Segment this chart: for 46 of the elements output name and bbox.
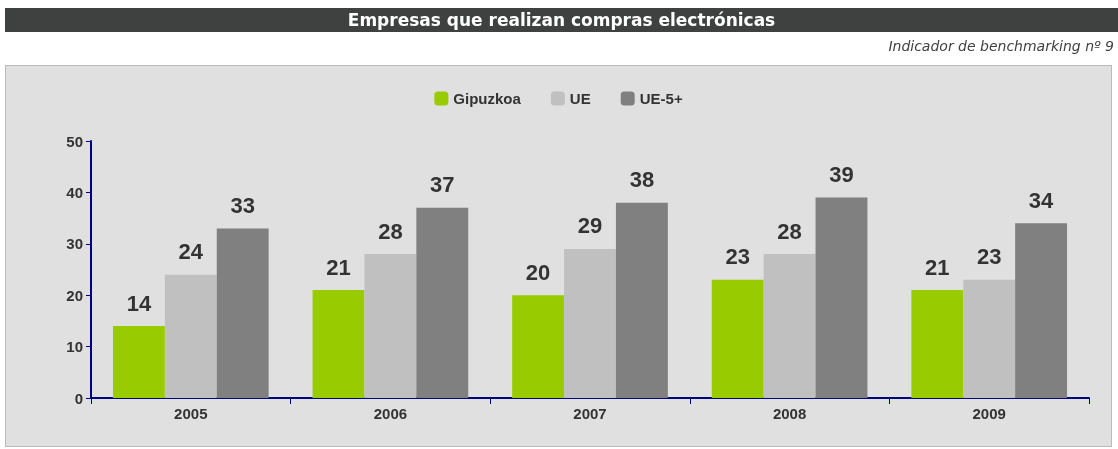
y-tick-label: 10 [66,338,83,356]
bar [815,197,868,398]
legend-label: Gipuzkoa [453,90,522,107]
x-tick-label: 2008 [772,405,807,422]
data-label: 24 [178,239,204,265]
data-label: 34 [1028,187,1055,213]
bar [564,248,616,398]
y-tick-label: 40 [66,183,83,201]
bar [911,290,964,398]
data-label: 23 [976,244,1002,270]
legend-label: UE [569,90,591,107]
data-label: 28 [777,218,802,244]
bar [963,279,1016,398]
x-tick-label: 2007 [573,405,607,422]
bar [1015,223,1068,398]
legend-label: UE-5+ [639,90,683,107]
data-label: 33 [230,192,255,218]
data-label: 28 [378,218,403,244]
data-label: 39 [829,162,854,188]
bar [364,254,417,398]
y-tick-label: 50 [66,132,83,150]
data-label: 38 [629,167,655,193]
chart-subtitle: Indicador de benchmarking nº 9 [888,38,1114,54]
data-label: 14 [126,290,152,316]
y-tick-label: 0 [74,389,83,407]
bar [763,254,816,398]
data-label: 20 [525,259,551,285]
y-tick-label: 30 [66,235,83,253]
bar [312,290,365,398]
x-tick-label: 2005 [174,405,208,422]
chart-title: Empresas que realizan compras electrónicas [5,8,1118,32]
data-label: 23 [725,244,750,270]
data-label: 21 [326,254,351,280]
bar [112,326,165,398]
x-tick-label: 2006 [373,405,408,422]
bar [711,279,764,398]
data-label: 29 [577,213,603,239]
data-label: 21 [925,254,950,280]
bar [615,202,668,398]
data-label: 37 [430,172,455,198]
bar [512,295,565,398]
y-tick-label: 20 [66,286,83,304]
x-tick-label: 2009 [972,405,1006,422]
bar [416,207,469,398]
bar [216,228,269,398]
bar [164,274,217,398]
